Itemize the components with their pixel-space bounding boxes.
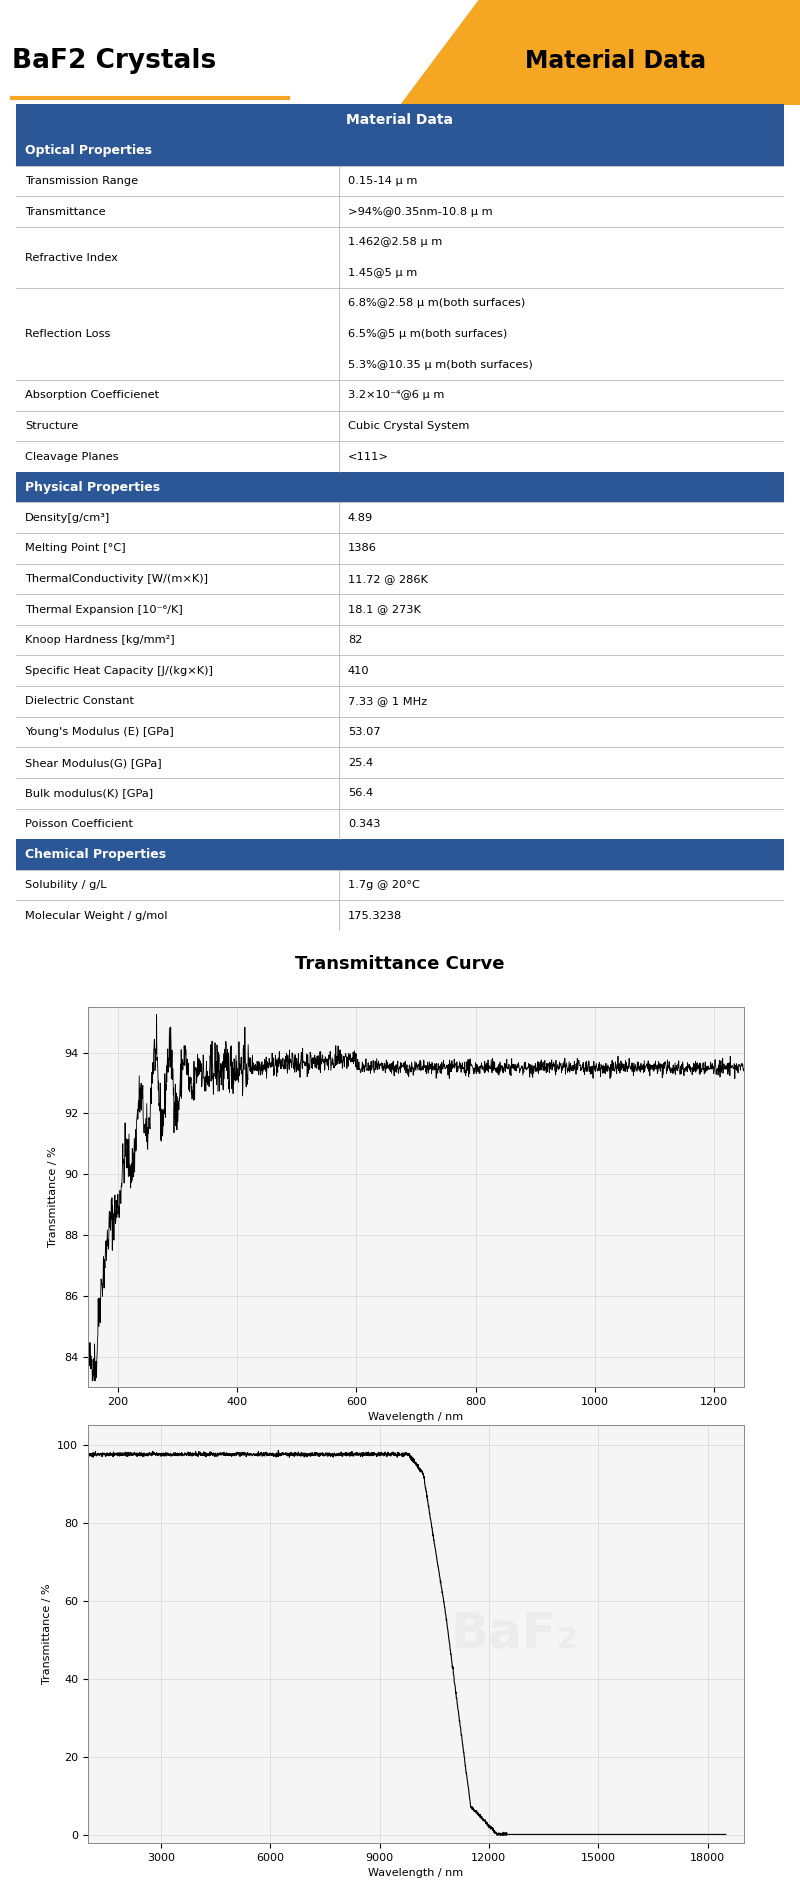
Text: Chemical Properties: Chemical Properties <box>26 847 166 861</box>
Bar <box>16 502 784 534</box>
Text: 82: 82 <box>348 635 362 646</box>
Text: 1.45@5 μ m: 1.45@5 μ m <box>348 268 417 277</box>
Bar <box>16 226 784 289</box>
Bar <box>16 840 784 870</box>
Text: 11.72 @ 286K: 11.72 @ 286K <box>348 574 428 583</box>
Text: 1.7g @ 20°C: 1.7g @ 20°C <box>348 880 420 889</box>
Text: Thermal Expansion [10⁻⁶/K]: Thermal Expansion [10⁻⁶/K] <box>26 604 183 614</box>
Text: Transmittance Curve: Transmittance Curve <box>295 956 505 973</box>
Text: Refractive Index: Refractive Index <box>26 253 118 262</box>
Bar <box>16 135 784 165</box>
Text: Young's Modulus (E) [GPa]: Young's Modulus (E) [GPa] <box>26 728 174 737</box>
Text: 175.3238: 175.3238 <box>348 910 402 921</box>
Text: Transmission Range: Transmission Range <box>26 177 138 186</box>
X-axis label: Wavelength / nm: Wavelength / nm <box>369 1868 463 1879</box>
Text: 1386: 1386 <box>348 543 377 553</box>
Text: BaF2 Crystals: BaF2 Crystals <box>12 48 216 74</box>
Text: Material Data: Material Data <box>526 49 706 72</box>
Text: Transmittance: Transmittance <box>26 207 106 217</box>
Text: Shear Modulus(G) [GPa]: Shear Modulus(G) [GPa] <box>26 758 162 768</box>
Text: Knoop Hardness [kg/mm²]: Knoop Hardness [kg/mm²] <box>26 635 175 646</box>
Bar <box>16 165 784 196</box>
Bar <box>16 410 784 441</box>
Text: Melting Point [°C]: Melting Point [°C] <box>26 543 126 553</box>
Bar <box>16 104 784 135</box>
Text: 0.343: 0.343 <box>348 819 380 828</box>
Text: Specific Heat Capacity [J/(kg×K)]: Specific Heat Capacity [J/(kg×K)] <box>26 665 213 676</box>
Bar <box>16 196 784 226</box>
Text: 25.4: 25.4 <box>348 758 373 768</box>
Text: Material Data: Material Data <box>346 112 454 127</box>
Bar <box>16 564 784 595</box>
Bar <box>16 441 784 471</box>
Text: 53.07: 53.07 <box>348 728 381 737</box>
Y-axis label: Transmittance / %: Transmittance / % <box>42 1585 52 1683</box>
Text: 5.3%@10.35 μ m(both surfaces): 5.3%@10.35 μ m(both surfaces) <box>348 359 533 371</box>
Text: 1.462@2.58 μ m: 1.462@2.58 μ m <box>348 238 442 247</box>
Text: Dielectric Constant: Dielectric Constant <box>26 697 134 707</box>
Bar <box>16 656 784 686</box>
Text: Molecular Weight / g/mol: Molecular Weight / g/mol <box>26 910 168 921</box>
Bar <box>16 380 784 410</box>
Text: 6.5%@5 μ m(both surfaces): 6.5%@5 μ m(both surfaces) <box>348 329 507 338</box>
Bar <box>16 686 784 716</box>
Text: Poisson Coefficient: Poisson Coefficient <box>26 819 134 828</box>
Text: Solubility / g/L: Solubility / g/L <box>26 880 106 889</box>
Bar <box>16 289 784 380</box>
Bar <box>16 595 784 625</box>
Text: 3.2×10⁻⁴@6 μ m: 3.2×10⁻⁴@6 μ m <box>348 390 444 401</box>
Text: Optical Properties: Optical Properties <box>26 144 152 158</box>
Polygon shape <box>400 0 800 104</box>
Bar <box>16 809 784 840</box>
Text: 56.4: 56.4 <box>348 788 373 798</box>
Bar <box>16 471 784 502</box>
Text: <111>: <111> <box>348 452 389 462</box>
Bar <box>16 534 784 564</box>
Bar <box>16 901 784 931</box>
Bar <box>16 716 784 747</box>
Text: >94%@0.35nm-10.8 μ m: >94%@0.35nm-10.8 μ m <box>348 207 493 217</box>
Text: 18.1 @ 273K: 18.1 @ 273K <box>348 604 421 614</box>
Text: BaF₂: BaF₂ <box>450 1609 578 1659</box>
Text: Bulk modulus(K) [GPa]: Bulk modulus(K) [GPa] <box>26 788 154 798</box>
Bar <box>16 625 784 656</box>
Text: Cleavage Planes: Cleavage Planes <box>26 452 119 462</box>
Y-axis label: Transmittance / %: Transmittance / % <box>49 1148 58 1246</box>
Text: 0.15-14 μ m: 0.15-14 μ m <box>348 177 417 186</box>
Text: Reflection Loss: Reflection Loss <box>26 329 110 338</box>
Bar <box>16 870 784 901</box>
Text: 6.8%@2.58 μ m(both surfaces): 6.8%@2.58 μ m(both surfaces) <box>348 298 525 308</box>
Text: 4.89: 4.89 <box>348 513 373 522</box>
Bar <box>16 747 784 777</box>
Text: Density[g/cm³]: Density[g/cm³] <box>26 513 110 522</box>
Text: 7.33 @ 1 MHz: 7.33 @ 1 MHz <box>348 697 427 707</box>
Text: Physical Properties: Physical Properties <box>26 481 160 494</box>
Text: ThermalConductivity [W/(m×K)]: ThermalConductivity [W/(m×K)] <box>26 574 208 583</box>
Text: Absorption Coefficienet: Absorption Coefficienet <box>26 390 159 401</box>
Text: Cubic Crystal System: Cubic Crystal System <box>348 422 469 431</box>
Text: Structure: Structure <box>26 422 78 431</box>
Text: 410: 410 <box>348 665 370 676</box>
Bar <box>16 777 784 809</box>
X-axis label: Wavelength / nm: Wavelength / nm <box>369 1412 463 1423</box>
